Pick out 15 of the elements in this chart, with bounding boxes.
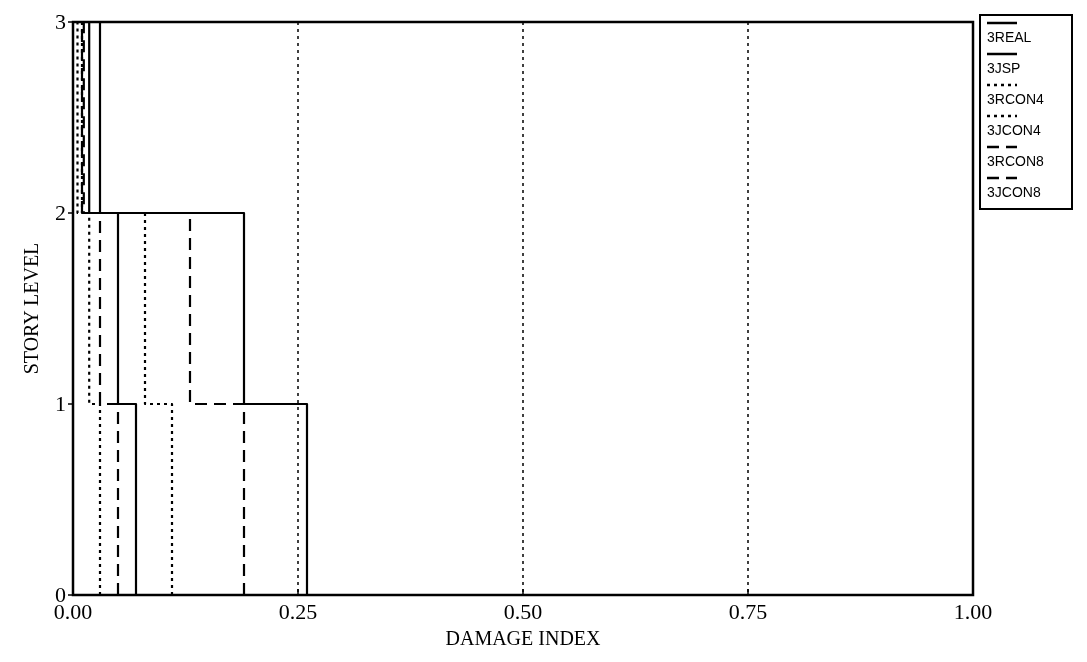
x-tick-label: 1.00 — [953, 599, 993, 624]
legend-label: 3JSP — [987, 60, 1021, 76]
x-tick-label: 0.50 — [503, 599, 543, 624]
x-tick-label: 0.25 — [278, 599, 318, 624]
legend-label: 3JCON4 — [987, 122, 1041, 138]
x-axis-title: DAMAGE INDEX — [445, 627, 602, 649]
y-tick-label: 3 — [55, 9, 66, 34]
y-axis-title: STORY LEVEL — [20, 242, 42, 375]
x-tick-label: 0.75 — [728, 599, 768, 624]
legend-label: 3REAL — [987, 29, 1032, 45]
y-tick-label: 2 — [55, 200, 66, 225]
legend-label: 3JCON8 — [987, 184, 1041, 200]
legend-label: 3RCON8 — [987, 153, 1045, 169]
legend-label: 3RCON4 — [987, 91, 1045, 107]
y-tick-label: 1 — [55, 391, 66, 416]
